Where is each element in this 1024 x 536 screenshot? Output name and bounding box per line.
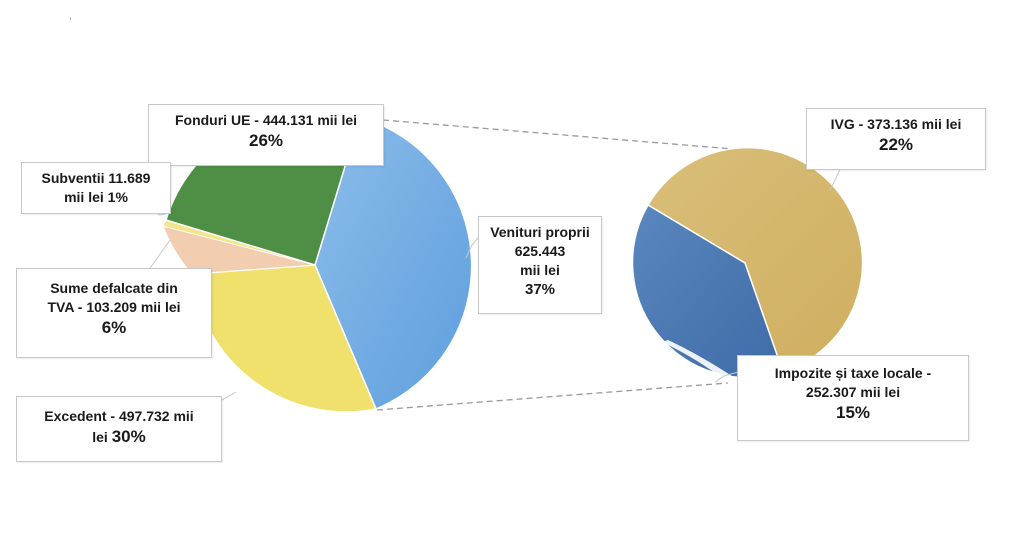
connector-line-bottom	[376, 382, 729, 411]
callout-fonduri-ue-percent: 26%	[248, 131, 284, 150]
secondary-pie	[631, 146, 864, 383]
callout-impozite-taxe-locale: Impozite și taxe locale - 252.307 mii le…	[737, 355, 969, 441]
callout-impozite-line1: Impozite și taxe locale -	[774, 365, 932, 381]
callout-fonduri-ue: Fonduri UE - 444.131 mii lei 26%	[148, 104, 384, 166]
callout-impozite-line2: 252.307 mii lei	[805, 384, 901, 400]
callout-subventii-line1: Subventii 11.689	[41, 170, 151, 186]
callout-venituri-proprii: Venituri proprii 625.443 mii lei 37%	[478, 216, 602, 314]
callout-venituri-percent: 37%	[524, 281, 556, 298]
pointer-tva	[147, 239, 171, 272]
callout-ivg: IVG - 373.136 mii lei 22%	[806, 108, 986, 170]
callout-ivg-percent: 22%	[878, 135, 914, 154]
callout-tva-line2: TVA - 103.209 mii lei	[47, 299, 181, 315]
scan-speck	[70, 17, 71, 20]
pointer-impozite	[714, 371, 739, 383]
callout-venituri-line1: Venituri proprii	[490, 224, 590, 240]
callout-excedent-line2: lei	[92, 429, 112, 445]
callout-tva-line1: Sume defalcate din	[50, 280, 178, 296]
slice-gap-artifact	[662, 340, 735, 383]
slice-ivg	[646, 146, 864, 373]
callout-subventii-line2: mii lei 1%	[64, 189, 128, 205]
callout-excedent-percent: 30%	[111, 427, 146, 446]
callout-sume-defalcate-tva: Sume defalcate din TVA - 103.209 mii lei…	[16, 268, 212, 358]
callout-subventii: Subventii 11.689 mii lei 1%	[21, 162, 171, 214]
callout-impozite-percent: 15%	[835, 403, 871, 422]
callout-excedent: Excedent - 497.732 mii lei 30%	[16, 396, 222, 462]
callout-ivg-label: IVG - 373.136 mii lei	[830, 116, 962, 132]
pointer-venituri	[465, 237, 479, 259]
callout-venituri-line3: mii lei	[520, 262, 560, 278]
callout-tva-percent: 6%	[101, 318, 127, 337]
connector-line-top	[382, 119, 746, 151]
callout-fonduri-ue-label: Fonduri UE - 444.131 mii lei	[174, 112, 358, 128]
callout-venituri-line2: 625.443	[514, 243, 566, 259]
callout-excedent-line1: Excedent - 497.732 mii	[44, 408, 194, 424]
slice-venituri-proprii	[314, 116, 473, 410]
